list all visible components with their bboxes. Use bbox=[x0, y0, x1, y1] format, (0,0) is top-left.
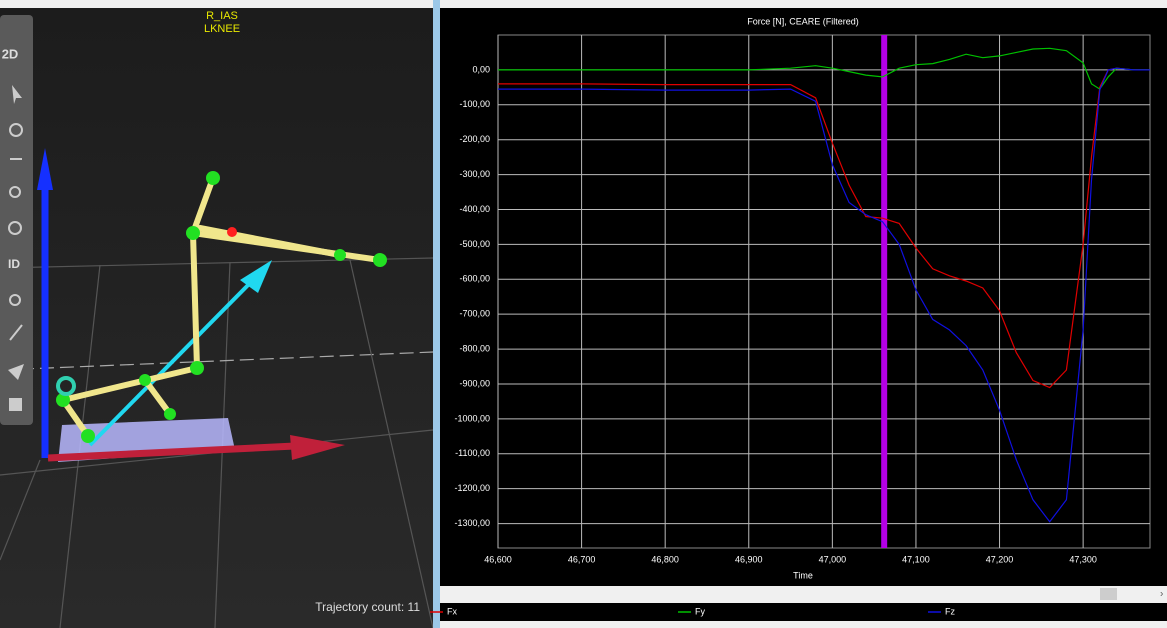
x-tick-label: 47,000 bbox=[819, 554, 847, 564]
scroll-arrow[interactable]: › bbox=[1160, 589, 1163, 600]
marker-label: LKNEE bbox=[204, 23, 240, 35]
screen: R_IAS LKNEE 2D ID Trajectory count: 11 F… bbox=[0, 0, 1167, 628]
toolbar bbox=[0, 15, 33, 425]
x-tick-label: 46,900 bbox=[735, 554, 763, 564]
x-tick-label: 46,600 bbox=[484, 554, 512, 564]
tool-button[interactable]: ID bbox=[8, 257, 20, 271]
legend-label[interactable]: Fz bbox=[945, 606, 955, 616]
y-tick-label: -200,00 bbox=[459, 134, 490, 144]
y-tick-label: -1100,00 bbox=[455, 448, 490, 458]
tool-move[interactable] bbox=[10, 158, 22, 160]
scroll-thumb[interactable] bbox=[1100, 588, 1117, 600]
marker-label: R_IAS bbox=[206, 10, 238, 22]
y-tick-label: -400,00 bbox=[459, 204, 490, 214]
x-tick-label: 47,300 bbox=[1069, 554, 1097, 564]
y-tick-label: -900,00 bbox=[459, 378, 490, 388]
y-tick-label: -1000,00 bbox=[454, 413, 490, 423]
y-tick-label: -1200,00 bbox=[454, 483, 490, 493]
chart-title: Force [N], CEARE (Filtered) bbox=[747, 16, 859, 26]
x-tick-label: 46,800 bbox=[651, 554, 679, 564]
y-tick-label: -100,00 bbox=[459, 99, 490, 109]
legend-bar bbox=[440, 603, 1167, 621]
legend-label[interactable]: Fy bbox=[695, 606, 705, 616]
scrollbar[interactable] bbox=[440, 586, 1167, 602]
x-tick-label: 47,100 bbox=[902, 554, 930, 564]
legend-label[interactable]: Fx bbox=[447, 606, 457, 616]
y-tick-label: -500,00 bbox=[459, 239, 490, 249]
x-tick-label: 47,200 bbox=[986, 554, 1014, 564]
x-tick-label: 46,700 bbox=[568, 554, 596, 564]
y-tick-label: -300,00 bbox=[459, 169, 490, 179]
x-axis-label: Time bbox=[793, 570, 813, 580]
splitter[interactable] bbox=[433, 0, 440, 628]
tool-button[interactable]: 2D bbox=[2, 46, 19, 61]
y-tick-label: -1300,00 bbox=[454, 518, 490, 528]
y-tick-label: -800,00 bbox=[459, 343, 490, 353]
y-tick-label: 0,00 bbox=[472, 64, 490, 74]
y-tick-label: -600,00 bbox=[459, 274, 490, 284]
status-text: Trajectory count: 11 bbox=[315, 600, 420, 614]
y-tick-label: -700,00 bbox=[459, 309, 490, 319]
plot-panel bbox=[440, 8, 1167, 586]
tool-cube[interactable] bbox=[9, 398, 22, 411]
viewport-3d: R_IAS LKNEE 2D ID Trajectory count: 11 bbox=[0, 8, 433, 628]
